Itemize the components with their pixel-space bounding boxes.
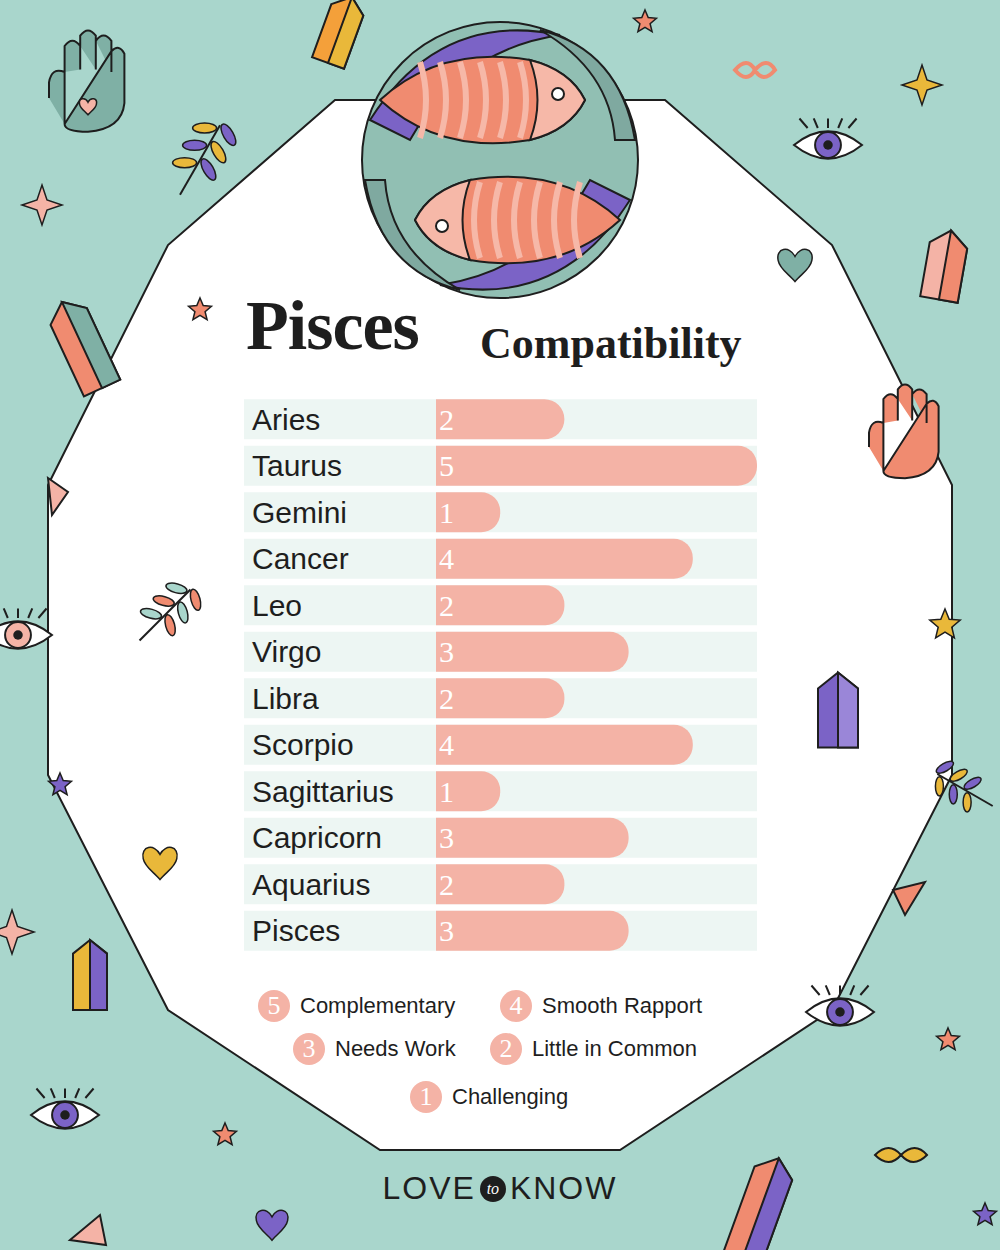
html-text:Pisces: Pisces <box>246 287 419 364</box>
html-text:Challenging: Challenging <box>452 1084 569 1109</box>
html-text:Compatibility: Compatibility <box>480 319 742 368</box>
html-text:2: 2 <box>499 1034 513 1063</box>
html-text:3: 3 <box>302 1034 316 1063</box>
svg-text:4: 4 <box>439 728 454 762</box>
html-text:Little in Common: Little in Common <box>532 1036 698 1061</box>
svg-text:Taurus: Taurus <box>252 449 342 482</box>
svg-text:3: 3 <box>439 635 454 669</box>
svg-text:Aquarius: Aquarius <box>252 868 370 901</box>
svg-text:3: 3 <box>439 821 454 855</box>
html-text:1: 1 <box>419 1082 433 1111</box>
svg-text:Scorpio: Scorpio <box>252 728 354 761</box>
svg-text:2: 2 <box>439 403 454 437</box>
html-text:5: 5 <box>267 991 281 1020</box>
svg-text:1: 1 <box>439 775 454 809</box>
svg-text:5: 5 <box>439 449 454 483</box>
svg-text:1: 1 <box>439 496 454 530</box>
svg-text:3: 3 <box>439 914 454 948</box>
svg-text:2: 2 <box>439 682 454 716</box>
svg-text:Libra: Libra <box>252 682 319 715</box>
html-text:4: 4 <box>509 991 523 1020</box>
svg-text:Pisces: Pisces <box>252 914 340 947</box>
svg-text:Leo: Leo <box>252 589 302 622</box>
svg-text:4: 4 <box>439 542 454 576</box>
html-text:Complementary: Complementary <box>300 993 456 1018</box>
svg-text:Aries: Aries <box>252 403 320 436</box>
html-text:Smooth Rapport: Smooth Rapport <box>542 993 703 1018</box>
svg-text:Sagittarius: Sagittarius <box>252 775 394 808</box>
svg-text:2: 2 <box>439 868 454 902</box>
svg-text:Capricorn: Capricorn <box>252 821 382 854</box>
svg-text:Gemini: Gemini <box>252 496 347 529</box>
svg-text:2: 2 <box>439 589 454 623</box>
svg-text:Cancer: Cancer <box>252 542 349 575</box>
html-text:Needs Work: Needs Work <box>335 1036 456 1061</box>
html-text:LOVE to KNOW: LOVE to KNOW <box>382 1170 618 1206</box>
svg-text:Virgo: Virgo <box>252 635 322 668</box>
